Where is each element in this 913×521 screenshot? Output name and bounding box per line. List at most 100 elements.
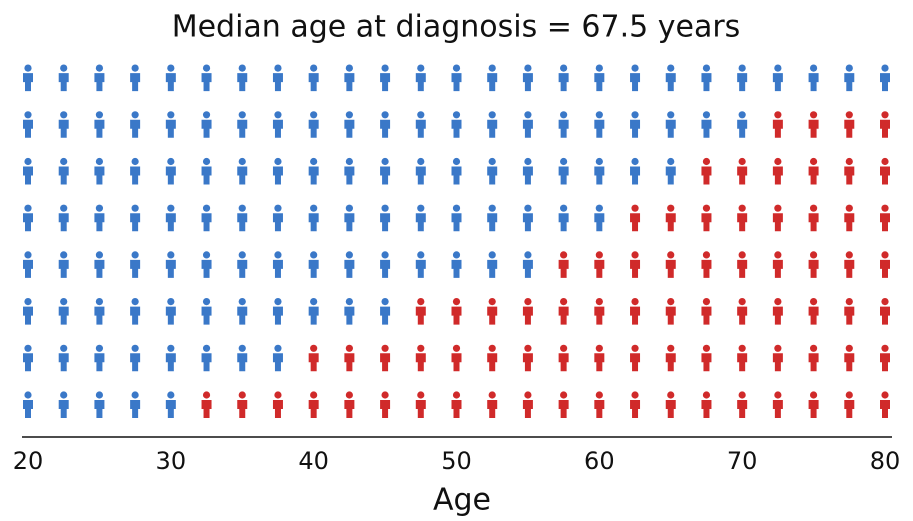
person-head xyxy=(809,157,818,166)
person-icon xyxy=(130,298,141,325)
person-icon xyxy=(451,204,462,232)
person-body xyxy=(772,306,783,325)
person-head xyxy=(131,204,139,212)
person-head xyxy=(167,64,175,72)
person-body xyxy=(237,306,248,325)
person-head xyxy=(595,157,603,166)
person-head xyxy=(560,64,568,72)
person-body xyxy=(380,119,391,138)
person-body xyxy=(522,166,533,185)
person-body xyxy=(415,119,426,138)
person-body xyxy=(630,400,641,418)
person-head xyxy=(738,111,746,119)
person-body xyxy=(308,119,319,138)
person-head xyxy=(595,251,603,259)
person-head xyxy=(60,204,68,212)
person-body xyxy=(487,353,498,372)
person-icon xyxy=(737,344,748,372)
person-body xyxy=(737,73,748,92)
person-icon xyxy=(558,298,569,325)
person-icon xyxy=(94,204,105,232)
person-body xyxy=(630,306,641,325)
person-body xyxy=(308,73,319,92)
person-head xyxy=(881,251,889,259)
person-body xyxy=(487,73,498,92)
person-icon xyxy=(594,64,605,92)
person-body xyxy=(201,213,212,232)
person-body xyxy=(808,166,819,185)
person-body xyxy=(237,400,248,418)
person-body xyxy=(237,73,248,92)
person-body xyxy=(880,353,890,372)
person-head xyxy=(809,251,818,259)
person-head xyxy=(274,298,282,306)
person-icon xyxy=(237,344,248,372)
person-body xyxy=(272,306,283,325)
x-tick-label: 80 xyxy=(870,447,901,475)
person-icon xyxy=(308,298,319,325)
person-head xyxy=(845,298,853,306)
person-icon xyxy=(415,111,426,138)
person-body xyxy=(23,306,33,325)
person-body xyxy=(23,353,33,372)
person-icon xyxy=(165,391,176,418)
person-icon xyxy=(58,157,69,185)
person-body xyxy=(23,400,33,418)
person-head xyxy=(738,157,746,166)
person-head xyxy=(560,251,568,259)
person-head xyxy=(131,391,139,399)
person-head xyxy=(845,111,853,119)
person-icon xyxy=(94,298,105,325)
person-body xyxy=(487,259,498,278)
person-icon xyxy=(94,157,105,185)
person-body xyxy=(594,213,605,232)
person-body xyxy=(380,306,391,325)
person-body xyxy=(701,259,712,278)
person-body xyxy=(94,306,105,325)
person-body xyxy=(344,259,355,278)
person-icon xyxy=(237,298,248,325)
person-head xyxy=(167,251,175,259)
person-icon xyxy=(308,204,319,232)
person-icon xyxy=(880,298,890,325)
person-icon xyxy=(701,157,712,185)
person-icon xyxy=(165,64,176,92)
person-icon xyxy=(665,298,676,325)
person-head xyxy=(417,204,425,212)
person-body xyxy=(558,353,569,372)
person-head xyxy=(774,344,782,352)
person-head xyxy=(488,298,496,306)
person-icon xyxy=(701,391,712,418)
person-body xyxy=(272,353,283,372)
person-icon xyxy=(522,251,533,278)
person-icon xyxy=(808,344,819,372)
person-icon xyxy=(380,204,391,232)
person-body xyxy=(344,306,355,325)
person-head xyxy=(809,111,818,119)
person-icon xyxy=(272,251,283,278)
person-head xyxy=(202,157,211,166)
person-head xyxy=(167,344,175,352)
person-icon xyxy=(487,64,498,92)
person-icon xyxy=(808,157,819,185)
person-head xyxy=(881,344,889,352)
person-icon xyxy=(415,344,426,372)
person-icon xyxy=(487,391,498,418)
person-head xyxy=(274,391,282,399)
person-head xyxy=(60,298,68,306)
person-icon xyxy=(844,64,855,92)
person-icon xyxy=(380,111,391,138)
person-head xyxy=(310,64,318,72)
person-icon xyxy=(558,344,569,372)
person-body xyxy=(237,213,248,232)
person-body xyxy=(451,73,462,92)
person-icon xyxy=(23,64,33,92)
person-head xyxy=(24,251,32,259)
person-icon xyxy=(665,204,676,232)
person-head xyxy=(24,344,32,352)
person-body xyxy=(558,119,569,138)
person-body xyxy=(380,213,391,232)
person-head xyxy=(24,64,32,72)
person-head xyxy=(845,157,853,166)
